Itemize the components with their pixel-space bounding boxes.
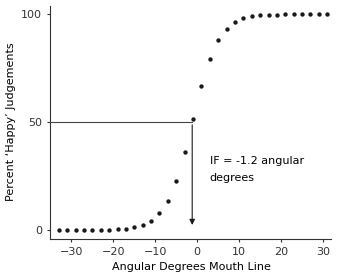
Point — [157, 211, 162, 216]
Point — [81, 228, 87, 232]
Point — [274, 12, 280, 17]
Point — [106, 227, 112, 232]
Point — [73, 228, 78, 232]
Point — [308, 12, 313, 16]
Point — [115, 227, 120, 231]
Point — [123, 226, 129, 231]
Point — [140, 223, 145, 227]
Text: IF = -1.2 angular
degrees: IF = -1.2 angular degrees — [210, 156, 304, 183]
Point — [291, 12, 297, 16]
Point — [299, 12, 305, 16]
Point — [241, 16, 246, 21]
Point — [199, 83, 204, 88]
Point — [215, 38, 221, 43]
Point — [283, 12, 288, 17]
Point — [98, 227, 103, 232]
Point — [325, 12, 330, 16]
Point — [224, 26, 229, 31]
Point — [174, 178, 179, 183]
Point — [165, 198, 171, 203]
Point — [232, 20, 238, 24]
Y-axis label: Percent ‘Happy’ Judgements: Percent ‘Happy’ Judgements — [5, 43, 16, 201]
X-axis label: Angular Degrees Mouth Line: Angular Degrees Mouth Line — [112, 262, 270, 272]
Point — [266, 13, 271, 17]
Point — [207, 57, 213, 61]
Point — [132, 225, 137, 230]
Point — [56, 228, 62, 232]
Point — [257, 13, 263, 18]
Point — [182, 150, 187, 155]
Point — [316, 12, 321, 16]
Point — [64, 228, 70, 232]
Point — [249, 14, 254, 19]
Point — [90, 228, 95, 232]
Point — [190, 116, 196, 121]
Point — [148, 219, 154, 223]
